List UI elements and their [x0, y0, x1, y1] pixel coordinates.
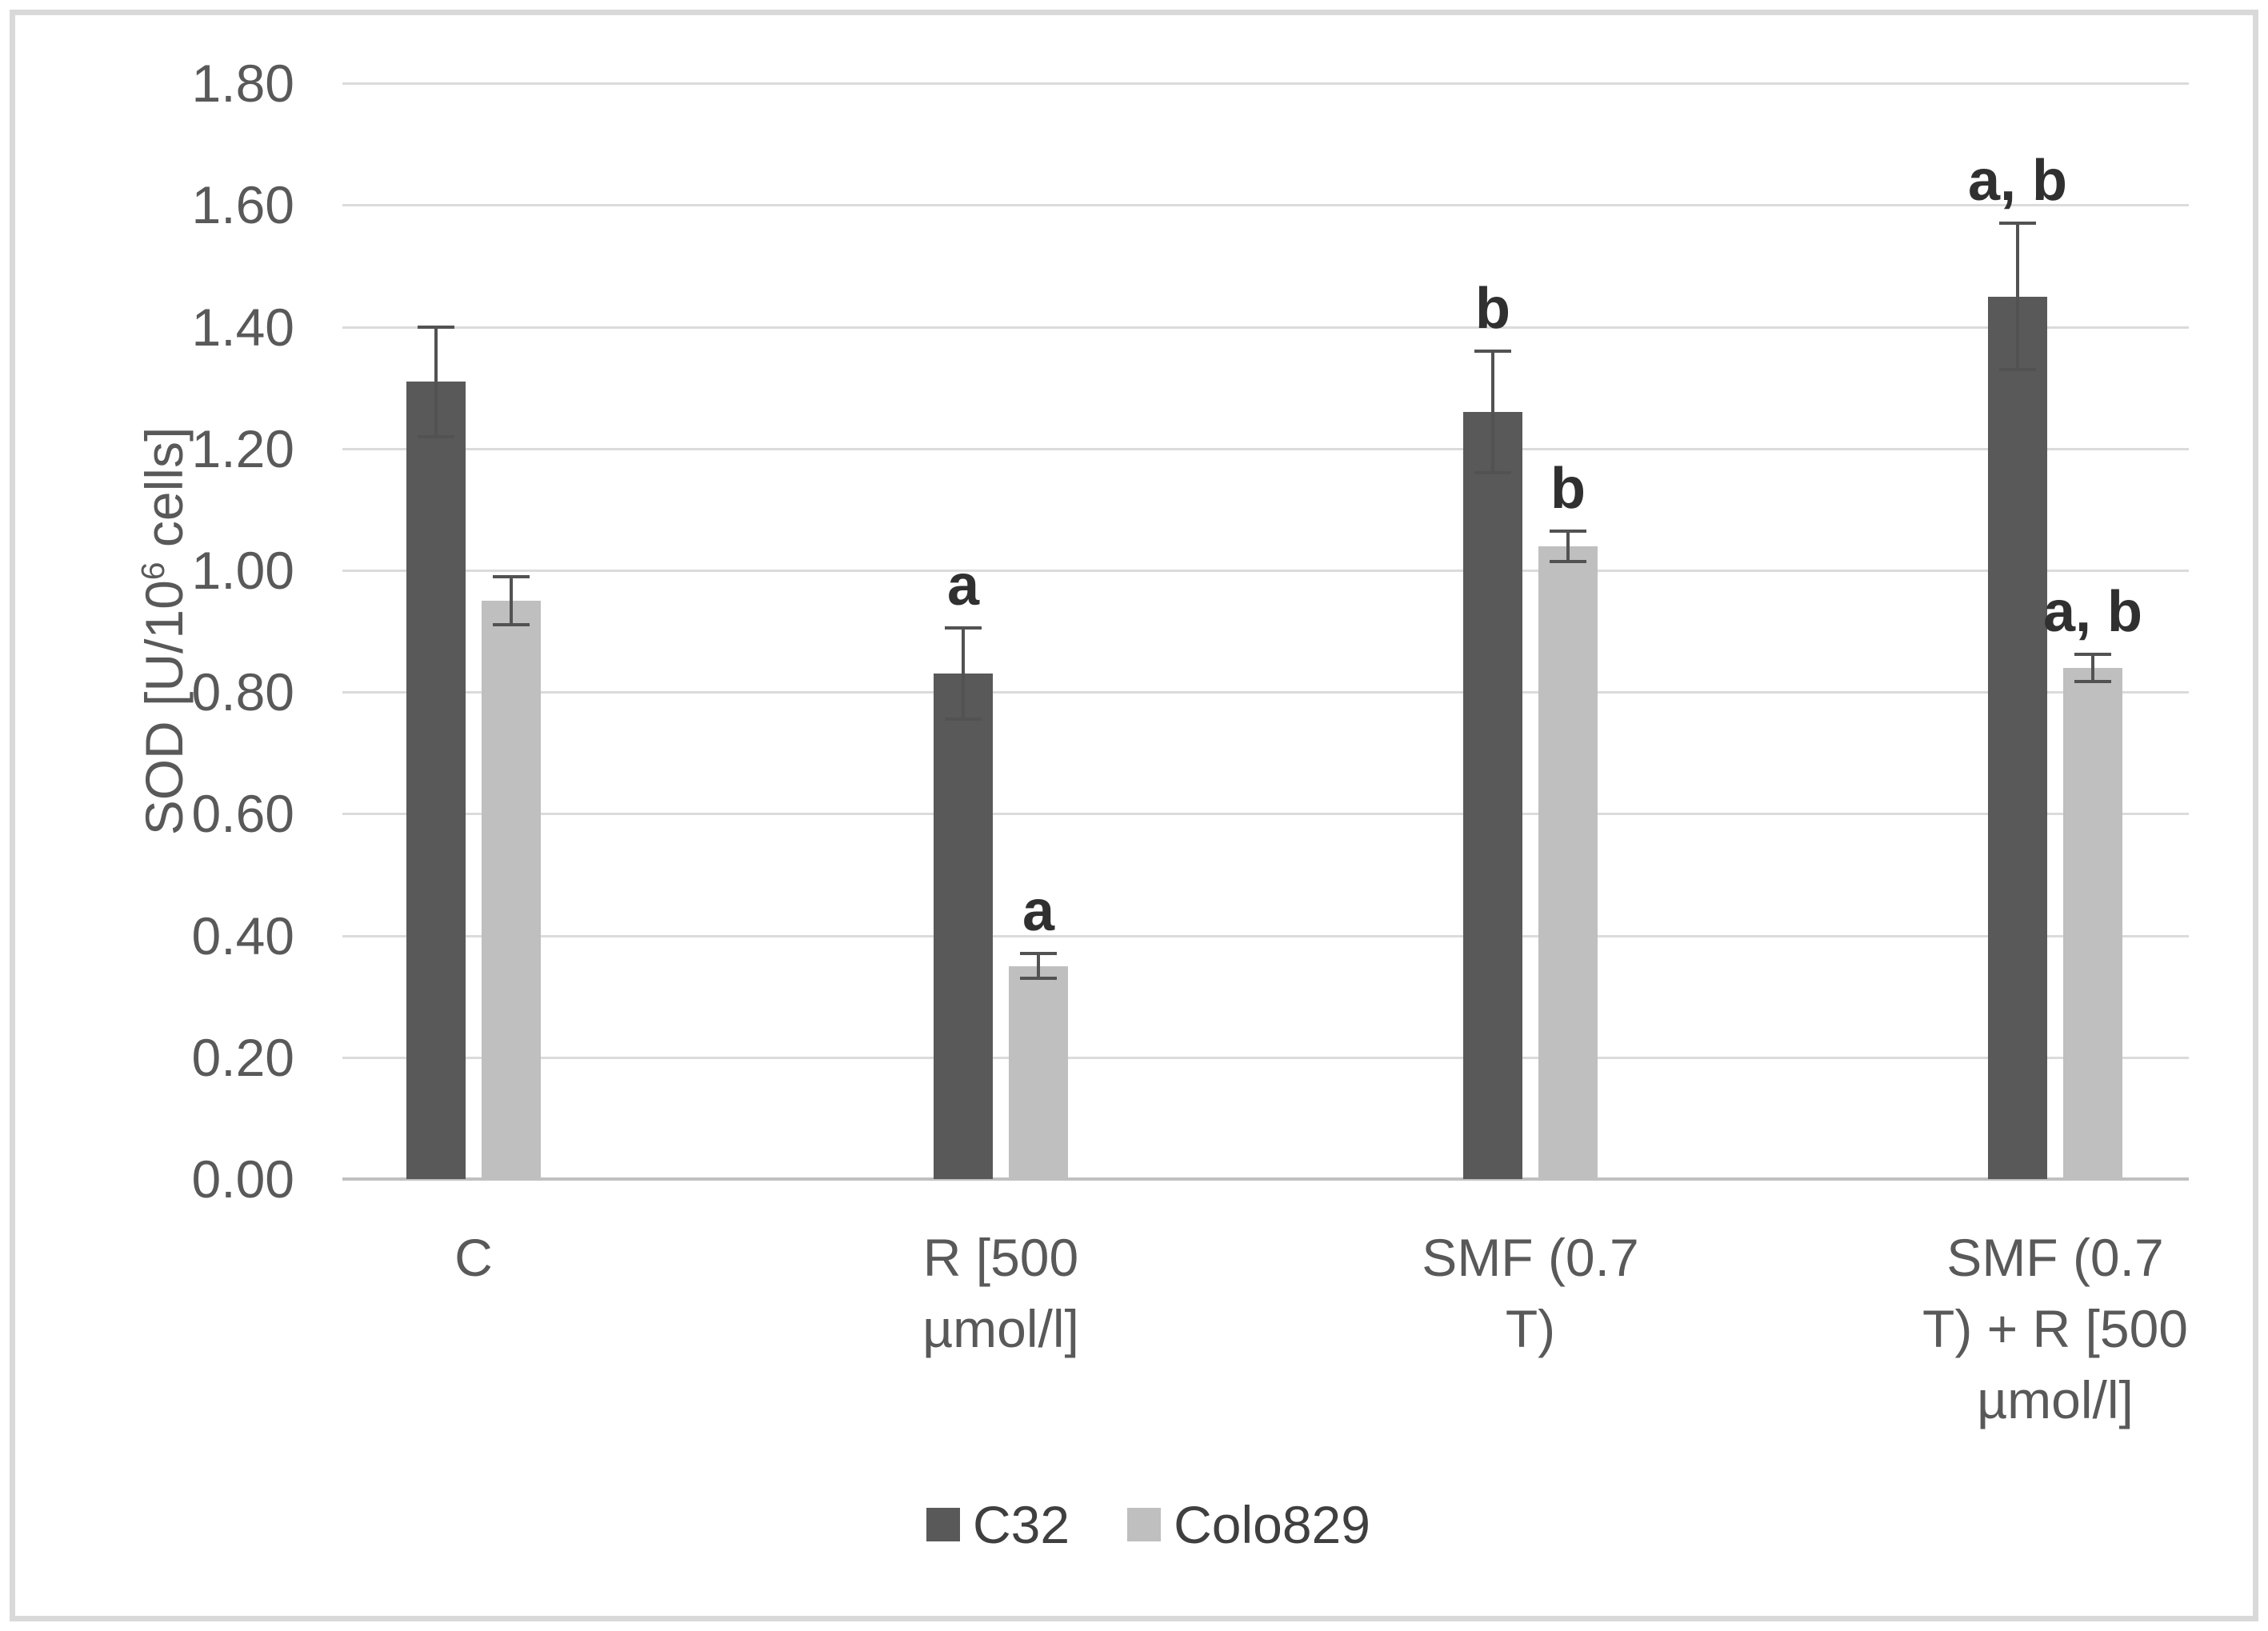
y-tick-label: 1.60 — [191, 175, 294, 235]
gridline — [342, 82, 2189, 86]
error-bar-cap-bottom — [1474, 471, 1511, 475]
error-bar-line — [1566, 530, 1570, 562]
error-bar-line — [1491, 351, 1494, 474]
y-tick-label: 1.20 — [191, 418, 294, 478]
gridline — [342, 691, 2189, 694]
gridline — [342, 934, 2189, 937]
error-bar-cap-bottom — [418, 434, 454, 438]
error-bar-cap-top — [418, 325, 454, 329]
error-bar-cap-bottom — [1020, 976, 1057, 980]
category-label-1: C — [194, 1222, 754, 1293]
legend: C32 Colo829 — [926, 1494, 1370, 1555]
category-label-line: T) — [1505, 1299, 1556, 1358]
legend-item-colo829: Colo829 — [1127, 1494, 1370, 1555]
y-tick-label: 0.80 — [191, 662, 294, 722]
y-axis-title-prefix: SOD [U/10 — [134, 580, 194, 836]
legend-label: Colo829 — [1174, 1495, 1370, 1554]
bar-c32-2 — [934, 674, 993, 1179]
error-bar-cap-top — [945, 626, 982, 630]
y-tick-label: 1.80 — [191, 54, 294, 114]
significance-annotation: b — [1550, 456, 1586, 521]
error-bar-cap-bottom — [2074, 679, 2111, 683]
error-bar-line — [510, 576, 513, 626]
bar-colo829-4 — [2063, 667, 2122, 1179]
category-label-line: SMF (0.7 — [1422, 1228, 1639, 1287]
y-tick-label: 0.40 — [191, 905, 294, 965]
category-label-2: R [500 µmol/l] — [721, 1222, 1281, 1365]
significance-annotation: a, b — [1967, 149, 2068, 214]
error-bar-line — [2091, 654, 2094, 682]
error-bar-cap-top — [2074, 653, 2111, 657]
legend-swatch-colo829 — [1127, 1508, 1162, 1541]
legend-label: C32 — [973, 1495, 1070, 1554]
error-bar-line — [434, 326, 438, 437]
significance-annotation: a — [946, 554, 980, 618]
bar-c32-1 — [406, 382, 466, 1179]
gridline — [342, 204, 2189, 207]
error-bar-line — [962, 628, 965, 720]
error-bar-cap-top — [493, 574, 530, 578]
category-label-line: R [500 — [922, 1228, 1079, 1287]
error-bar-cap-bottom — [1999, 367, 2036, 371]
y-tick-label: 1.00 — [191, 541, 294, 600]
legend-swatch-c32 — [926, 1508, 960, 1541]
error-bar-cap-top — [1999, 222, 2036, 226]
category-label-4: SMF (0.7 T) + R [500 µmol/l] — [1775, 1222, 2268, 1436]
x-axis-line — [342, 1177, 2189, 1181]
gridline — [342, 447, 2189, 450]
error-bar-cap-top — [1474, 350, 1511, 354]
category-label-line: SMF (0.7 — [1946, 1228, 2164, 1287]
bar-colo829-3 — [1538, 546, 1598, 1179]
gridline — [342, 1056, 2189, 1059]
bar-colo829-2 — [1009, 965, 1068, 1179]
category-label-line: µmol/l] — [922, 1299, 1079, 1358]
bar-colo829-1 — [482, 601, 541, 1179]
y-axis-title-superscript: 6 — [134, 562, 171, 581]
error-bar-cap-bottom — [945, 718, 982, 722]
error-bar-cap-top — [1020, 952, 1057, 956]
y-axis-title-suffix: cells] — [134, 426, 194, 562]
category-label-line: µmol/l] — [1977, 1370, 2134, 1429]
y-tick-label: 0.20 — [191, 1027, 294, 1087]
bar-c32-4 — [1988, 296, 2047, 1179]
error-bar-line — [1037, 953, 1040, 978]
gridline — [342, 326, 2189, 329]
y-axis-title: SOD [U/106 cells] — [134, 427, 194, 836]
significance-annotation: a — [1022, 879, 1055, 944]
gridline — [342, 813, 2189, 816]
y-tick-label: 0.00 — [191, 1149, 294, 1209]
bar-c32-3 — [1463, 412, 1522, 1179]
error-bar-cap-top — [1550, 529, 1586, 533]
error-bar-cap-bottom — [1550, 559, 1586, 563]
error-bar-cap-bottom — [493, 623, 530, 627]
y-tick-label: 0.60 — [191, 784, 294, 844]
legend-item-c32: C32 — [926, 1494, 1070, 1555]
error-bar-line — [2016, 223, 2019, 370]
category-label-line: T) + R [500 — [1922, 1299, 2188, 1358]
gridline — [342, 570, 2189, 572]
significance-annotation: a, b — [2042, 580, 2143, 645]
category-label-line: C — [454, 1228, 493, 1287]
y-tick-label: 1.40 — [191, 297, 294, 357]
category-label-3: SMF (0.7 T) — [1250, 1222, 1810, 1365]
significance-annotation: b — [1475, 277, 1510, 342]
